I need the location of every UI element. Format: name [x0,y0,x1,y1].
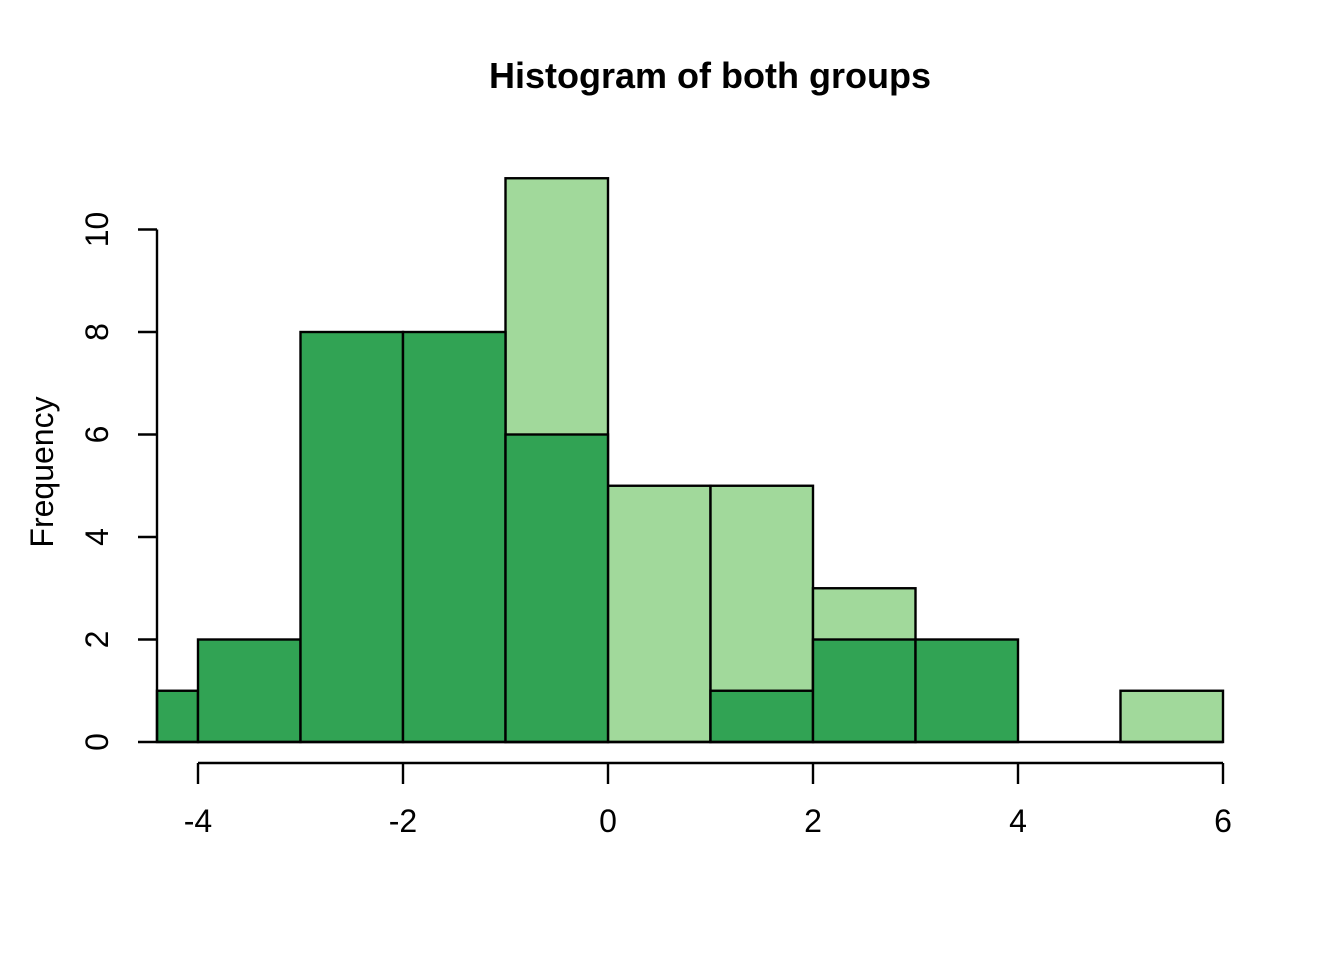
x-tick-label: 0 [599,803,617,839]
x-tick-label: -2 [389,803,417,839]
x-tick-label: 6 [1214,803,1232,839]
histogram-bar [606,484,712,744]
y-tick-label: 8 [79,323,115,341]
histogram-bar [299,330,405,744]
y-tick-label: 6 [79,426,115,444]
histogram-bar [401,330,507,744]
x-tick-label: -4 [184,803,212,839]
y-tick-label: 10 [79,212,115,248]
histogram-bar [1119,689,1225,744]
histogram-bar [504,433,610,744]
x-tick-label: 2 [804,803,822,839]
histogram-bar [709,689,815,744]
histogram-bar [811,638,917,744]
histogram-bar [914,638,1020,744]
chart-title: Histogram of both groups [489,55,931,96]
x-tick-label: 4 [1009,803,1027,839]
histogram-bar [196,638,302,744]
y-tick-label: 0 [79,733,115,751]
histogram-bar [155,689,200,744]
y-tick-label: 4 [79,528,115,546]
y-tick-label: 2 [79,631,115,649]
